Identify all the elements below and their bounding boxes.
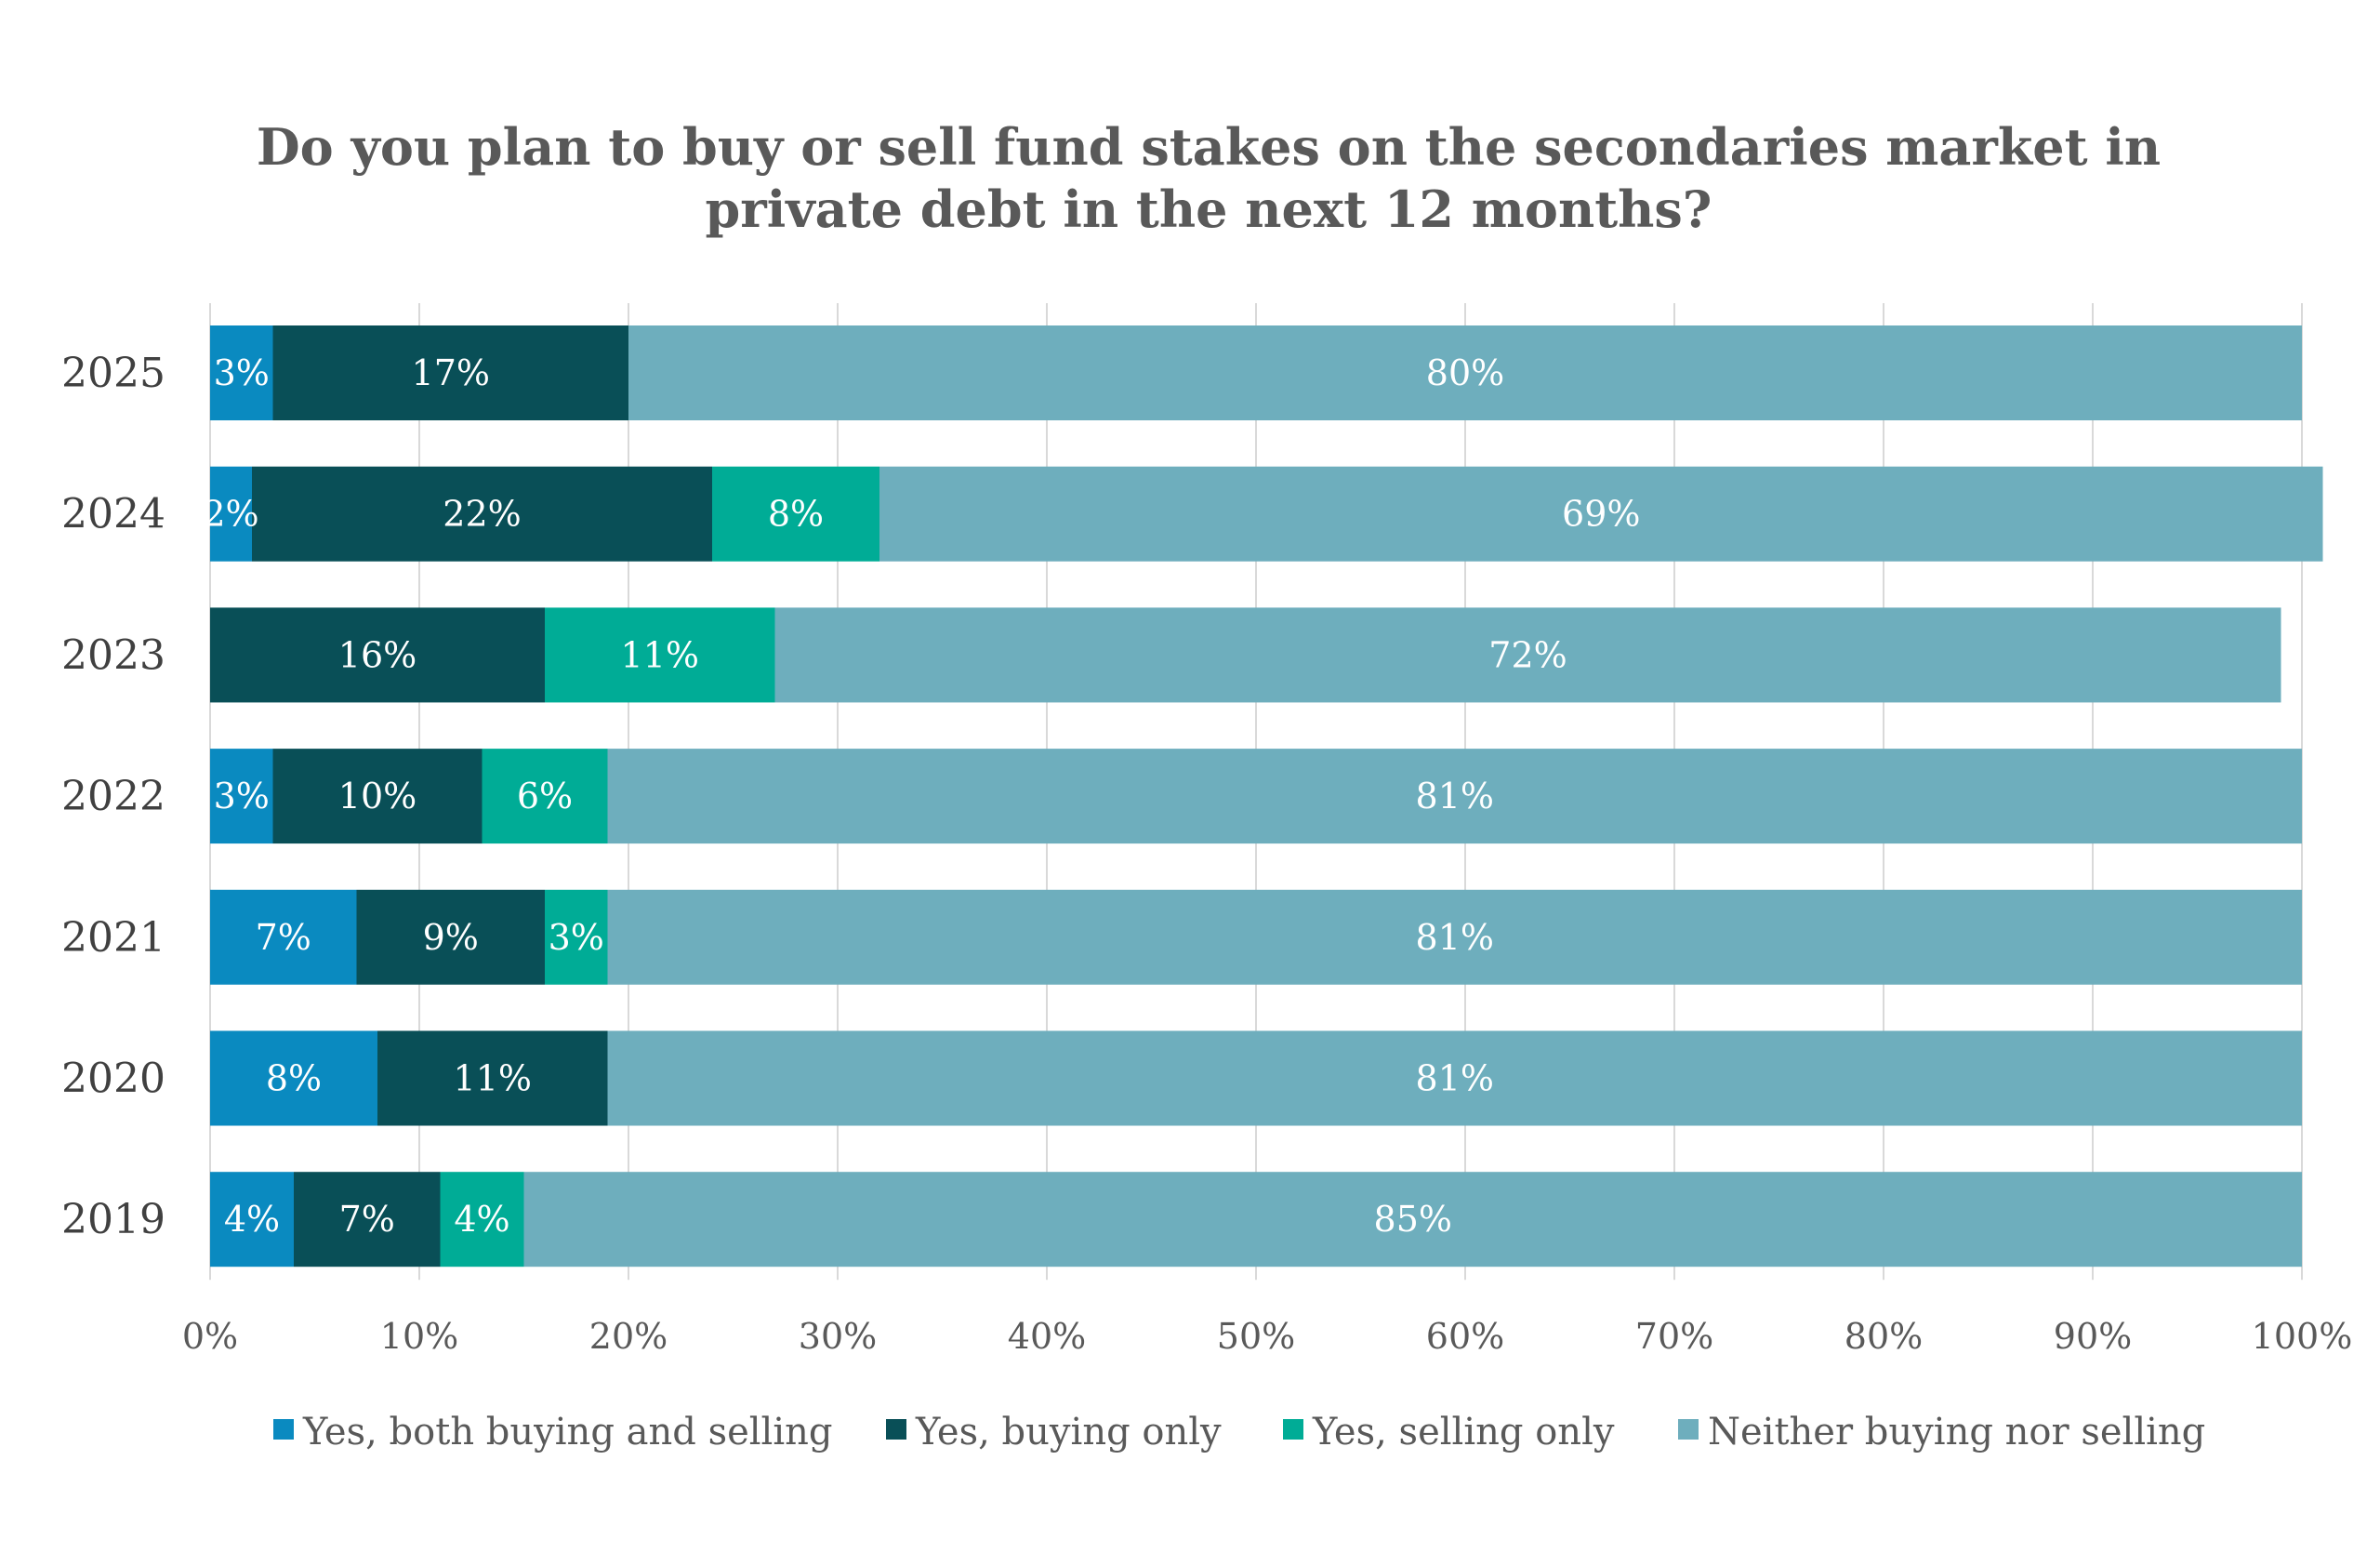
x-tick-label: 80%: [1844, 1316, 1923, 1357]
bar-segment: [272, 325, 628, 420]
data-label: 69%: [1562, 494, 1640, 535]
category-label: 2022: [61, 773, 165, 820]
legend-swatch: [273, 1419, 294, 1440]
x-tick-label: 20%: [589, 1316, 668, 1357]
category-label: 2020: [61, 1055, 165, 1103]
data-label: 10%: [338, 776, 416, 816]
bar-segment: [628, 325, 2302, 420]
x-tick-label: 0%: [182, 1316, 238, 1357]
bar-segment: [545, 607, 775, 703]
category-label: 2021: [61, 914, 165, 962]
data-label: 81%: [1416, 1058, 1494, 1099]
bar-segment: [712, 466, 879, 562]
bars: [210, 325, 2323, 1268]
value-axis: 0% 10% 20% 30% 40% 50% 60% 70% 80% 90% 100%: [182, 1316, 2352, 1357]
bar-segment: [210, 749, 273, 844]
data-labels: 3% 17% 80% 2% 22% 8% 69% 16% 11% 72% 3% 10% 6% 81% 7% 9…: [203, 352, 1640, 1240]
data-label: 72%: [1488, 634, 1567, 675]
legend-swatch: [1678, 1419, 1699, 1440]
chart-title-line-2: private debt in the next 12 months?: [706, 179, 1712, 239]
data-label: 8%: [768, 494, 824, 535]
x-tick-label: 50%: [1217, 1316, 1295, 1357]
bar-segment: [523, 1172, 2302, 1268]
bar-segment: [774, 607, 2281, 703]
data-label: 22%: [443, 494, 521, 535]
data-label: 16%: [338, 634, 416, 675]
data-label: 85%: [1374, 1199, 1452, 1240]
data-label: 3%: [214, 776, 270, 816]
data-label: 11%: [621, 634, 699, 675]
data-label: 11%: [454, 1058, 532, 1099]
legend-swatch: [1283, 1419, 1303, 1440]
legend-label: Yes, buying only: [915, 1411, 1222, 1453]
category-label: 2023: [61, 631, 165, 679]
data-label: 2%: [203, 494, 258, 535]
bar-segment: [482, 749, 608, 844]
legend-label: Neither buying nor selling: [1708, 1411, 2205, 1453]
data-label: 4%: [454, 1199, 509, 1240]
x-tick-label: 70%: [1635, 1316, 1713, 1357]
bar-segment: [272, 749, 483, 844]
category-label: 2019: [61, 1196, 165, 1243]
bar-segment: [210, 466, 252, 562]
data-label: 6%: [517, 776, 573, 816]
data-label: 7%: [339, 1199, 395, 1240]
data-label: 7%: [256, 917, 311, 958]
bar-segment: [210, 607, 545, 703]
data-label: 9%: [423, 917, 479, 958]
bar-segment: [294, 1172, 441, 1268]
bar-segment: [252, 466, 712, 562]
bar-segment: [607, 1030, 2302, 1126]
x-tick-label: 10%: [380, 1316, 458, 1357]
category-label: 2024: [61, 491, 165, 538]
x-tick-label: 100%: [2252, 1316, 2353, 1357]
data-label: 3%: [549, 917, 604, 958]
bar-segment: [356, 889, 545, 985]
legend-label: Yes, selling only: [1312, 1411, 1615, 1453]
chart-title-line-1: Do you plan to buy or sell fund stakes o…: [257, 117, 2161, 177]
bar-segment: [545, 889, 608, 985]
data-label: 3%: [214, 352, 270, 393]
data-label: 81%: [1416, 776, 1494, 816]
data-label: 8%: [266, 1058, 322, 1099]
data-label: 4%: [224, 1199, 280, 1240]
x-tick-label: 40%: [1008, 1316, 1086, 1357]
bar-segment: [210, 325, 273, 420]
bar-segment: [879, 466, 2323, 562]
data-label: 80%: [1426, 352, 1504, 393]
x-tick-label: 90%: [2054, 1316, 2132, 1357]
data-label: 17%: [412, 352, 490, 393]
legend: Yes, both buying and selling Yes, buying …: [273, 1411, 2205, 1453]
category-axis: 2025 2024 2023 2022 2021 2020 2019: [61, 350, 165, 1243]
bar-segment: [210, 889, 357, 985]
bar-segment: [210, 1172, 294, 1268]
legend-label: Yes, both buying and selling: [302, 1411, 833, 1453]
bar-segment: [607, 889, 2302, 985]
data-label: 81%: [1416, 917, 1494, 958]
bar-segment: [607, 749, 2302, 844]
x-tick-label: 30%: [799, 1316, 877, 1357]
legend-swatch: [886, 1419, 906, 1440]
bar-segment: [210, 1030, 377, 1126]
bar-segment: [377, 1030, 608, 1126]
category-label: 2025: [61, 350, 165, 397]
bar-segment: [440, 1172, 524, 1268]
x-tick-label: 60%: [1426, 1316, 1504, 1357]
